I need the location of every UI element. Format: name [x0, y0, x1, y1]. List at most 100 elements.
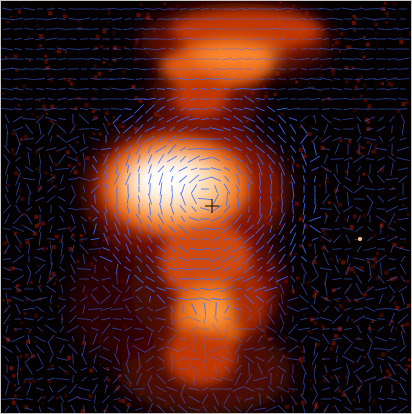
- noise-speck: [306, 367, 309, 370]
- polarization-vector: [221, 276, 233, 282]
- polarization-vector: [24, 27, 34, 31]
- polarization-vector: [343, 138, 353, 140]
- noise-speck: [95, 34, 100, 39]
- polarization-vector: [38, 225, 42, 233]
- polarization-vector: [245, 246, 253, 252]
- noise-speck: [10, 266, 15, 271]
- polarization-vector: [257, 335, 263, 343]
- noise-speck: [406, 303, 411, 308]
- noise-speck: [287, 158, 290, 161]
- polarization-vector: [179, 97, 187, 101]
- noise-speck: [63, 408, 66, 411]
- polarization-vector: [3, 27, 11, 31]
- polarization-vector: [25, 88, 33, 90]
- polarization-vector: [222, 98, 232, 100]
- noise-speck: [107, 378, 111, 382]
- polarization-vector: [113, 353, 121, 365]
- polarization-vector: [352, 37, 366, 41]
- polarization-vector: [301, 363, 307, 375]
- polarization-vector: [210, 107, 222, 111]
- polarization-vector: [15, 142, 21, 156]
- polarization-vector: [279, 355, 285, 363]
- polarization-vector: [59, 174, 65, 184]
- polarization-vector: [188, 407, 200, 411]
- polarization-vector: [124, 37, 132, 41]
- polarization-vector: [190, 184, 198, 194]
- polarization-vector: [45, 324, 57, 334]
- polarization-vector: [210, 87, 222, 91]
- polarization-vector: [111, 7, 123, 11]
- polarization-vector: [258, 185, 262, 193]
- polarization-vector: [103, 266, 109, 272]
- polarization-vector: [112, 27, 122, 31]
- polarization-vector: [159, 202, 163, 216]
- polarization-vector: [232, 98, 244, 100]
- polarization-vector: [124, 67, 132, 71]
- polarization-vector: [45, 285, 57, 293]
- polarization-vector: [399, 345, 407, 353]
- polarization-vector: [155, 7, 167, 11]
- polarization-vector: [156, 88, 166, 90]
- polarization-vector: [223, 237, 231, 241]
- polarization-vector: [90, 77, 100, 81]
- noise-speck: [362, 172, 366, 176]
- polarization-vector: [385, 205, 399, 213]
- polarization-vector: [165, 18, 179, 20]
- polarization-vector: [222, 146, 232, 152]
- polarization-vector: [314, 243, 316, 255]
- polarization-vector: [23, 77, 35, 81]
- noise-speck: [363, 83, 366, 87]
- polarization-vector: [192, 345, 196, 353]
- noise-speck: [345, 80, 349, 84]
- polarization-vector: [135, 295, 143, 303]
- polarization-vector: [267, 337, 275, 341]
- polarization-vector: [375, 18, 387, 20]
- polarization-vector: [200, 117, 210, 121]
- polarization-vector: [277, 386, 287, 392]
- polarization-vector: [45, 116, 57, 122]
- noise-speck: [351, 319, 354, 321]
- polarization-vector: [168, 276, 176, 282]
- polarization-vector: [135, 373, 143, 385]
- polarization-vector: [333, 234, 341, 244]
- polarization-vector: [308, 216, 322, 222]
- noise-speck: [24, 405, 29, 410]
- polarization-vector: [332, 117, 342, 121]
- noise-speck: [102, 29, 107, 34]
- polarization-vector: [68, 8, 78, 10]
- polarization-vector: [177, 286, 189, 292]
- polarization-vector: [345, 234, 351, 244]
- polarization-vector: [167, 296, 177, 302]
- polarization-vector: [103, 153, 109, 165]
- polarization-vector: [309, 224, 321, 234]
- polarization-vector: [245, 374, 253, 384]
- polarization-vector: [24, 354, 34, 364]
- noise-speck: [50, 302, 53, 305]
- noise-speck: [108, 63, 112, 67]
- noise-speck: [51, 180, 53, 183]
- polarization-vector: [256, 135, 264, 143]
- noise-speck: [106, 112, 109, 115]
- polarization-vector: [311, 127, 319, 131]
- polarization-vector: [352, 364, 366, 374]
- noise-speck: [367, 104, 372, 109]
- polarization-vector: [67, 68, 79, 70]
- polarization-vector: [336, 164, 338, 174]
- polarization-vector: [398, 397, 408, 401]
- noise-speck: [312, 260, 317, 265]
- noise-speck: [406, 279, 410, 283]
- polarization-vector: [223, 405, 231, 413]
- noise-speck: [41, 246, 46, 251]
- noise-speck: [36, 24, 40, 28]
- noise-speck: [320, 64, 323, 67]
- polarization-vector: [234, 307, 242, 311]
- polarization-vector: [1, 47, 14, 51]
- polarization-vector: [265, 294, 277, 304]
- polarization-vector: [211, 287, 221, 291]
- polarization-vector: [47, 122, 55, 136]
- polarization-vector: [47, 377, 55, 381]
- polarization-vector: [177, 346, 189, 352]
- polarization-vector: [333, 78, 341, 80]
- noise-speck: [64, 77, 68, 81]
- polarization-vector: [236, 204, 240, 214]
